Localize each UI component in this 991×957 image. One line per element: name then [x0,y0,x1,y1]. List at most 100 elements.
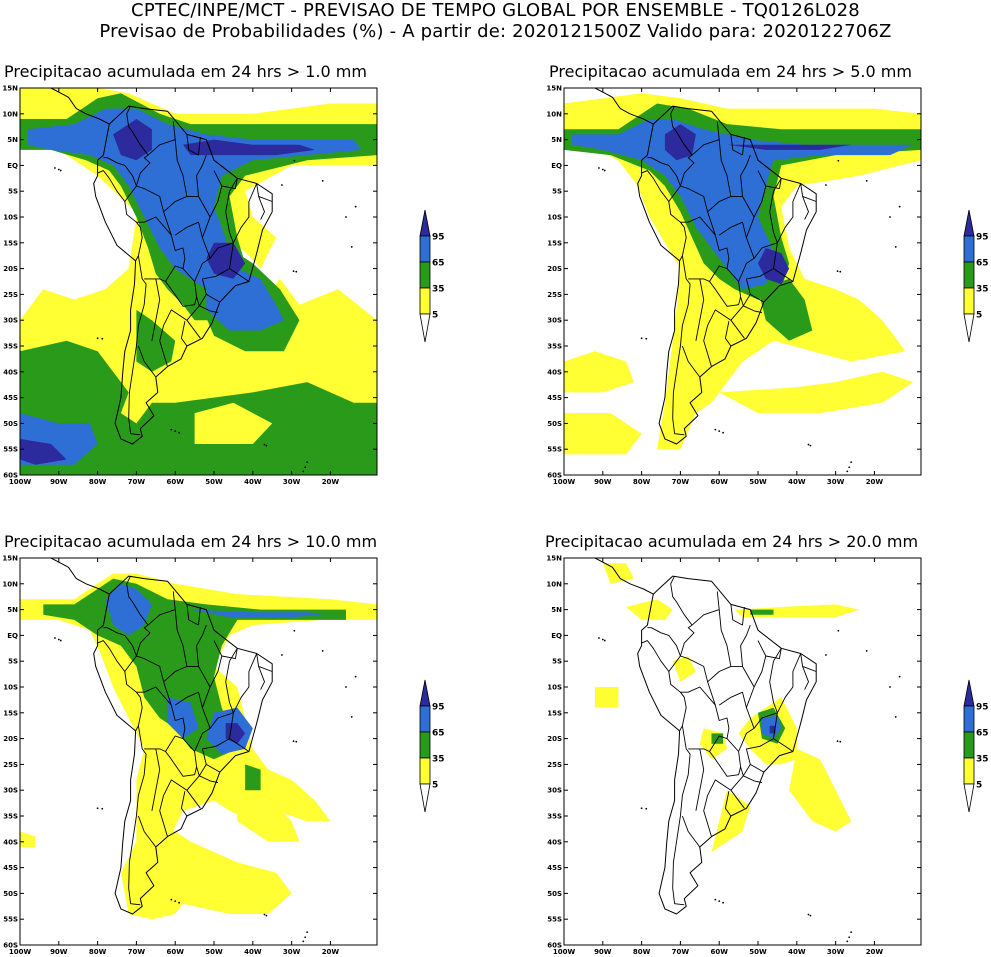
country-border [174,139,188,197]
lon-tick-label: 20W [322,478,340,486]
island [302,470,305,473]
island [837,159,840,162]
island [101,807,104,810]
country-border [745,738,774,773]
prob-region-c5 [789,748,852,832]
country-border [232,653,258,714]
country-border [163,665,211,706]
island [345,686,347,688]
prob-region-c5 [602,563,634,584]
coastline [637,575,817,915]
country-border [172,121,176,140]
lat-tick-label: 55S [3,446,18,454]
lat-tick-label: 35S [3,343,18,351]
island [598,167,600,169]
lat-tick-label: 5N [551,136,562,144]
island [836,740,839,743]
colorbar-label: 95 [976,703,989,713]
colorbar-segment [419,757,431,785]
country-border [641,640,670,672]
country-border [180,321,188,347]
prob-region-c35 [136,309,176,372]
coastline [50,88,110,125]
country-border [680,185,709,212]
island [293,159,296,162]
island [836,270,839,273]
panel-title-p2: Precipitacao acumulada em 24 hrs > 5.0 m… [549,62,912,81]
colorbar-label: 95 [976,233,989,243]
country-border [225,178,238,243]
lat-tick-label: 50S [547,420,562,428]
island [839,740,842,743]
country-border [165,751,198,777]
lat-tick-label: 10S [547,684,562,692]
panel-title-p3: Precipitacao acumulada em 24 hrs > 10.0 … [4,532,378,551]
lat-tick-label: EQ [7,162,18,170]
lat-tick-label: 30S [547,317,562,325]
lon-tick-label: 20W [866,948,884,956]
lon-tick-label: 30W [283,478,301,486]
country-border [724,321,732,347]
country-border [740,624,751,667]
island [714,898,717,901]
island [718,900,721,903]
country-border [136,185,165,212]
lat-tick-label: 45S [547,394,562,402]
lat-tick-label: 50S [3,420,18,428]
prob-region-c5 [194,402,273,444]
lat-tick-label: 15S [3,709,18,717]
colorbar-label: 35 [976,285,989,295]
country-border [201,170,223,259]
island [321,179,324,182]
island [825,654,827,656]
country-border [776,653,802,714]
island [304,466,307,469]
country-border [172,591,176,610]
island [825,184,827,186]
island [640,337,643,340]
country-border [773,242,794,282]
country-border [196,154,207,197]
lon-tick-label: 20W [866,478,884,486]
lat-tick-label: 60S [547,942,562,950]
lat-tick-label: 20S [3,735,18,743]
colorbar-cap-bottom [419,783,431,813]
lon-tick-label: 70W [672,948,690,956]
lat-tick-label: 40S [547,838,562,846]
prob-region-c5 [564,413,642,455]
lat-tick-label: 5S [8,658,18,666]
lat-tick-label: 45S [547,864,562,872]
island [292,270,295,273]
island [293,629,296,632]
country-border [163,195,211,236]
island [894,246,897,248]
lat-tick-label: 45S [3,864,18,872]
lon-tick-label: 50W [749,948,767,956]
lat-tick-label: 20S [3,265,18,273]
country-border [745,268,774,303]
country-border [201,640,223,729]
country-border [258,666,265,690]
lat-tick-label: 25S [547,291,562,299]
island [321,649,324,652]
colorbar-segment [419,261,431,289]
island [894,716,897,718]
lat-tick-label: 10N [2,110,18,118]
country-border [709,281,742,307]
country-border [221,178,238,190]
prob-region-c5 [20,831,36,847]
country-border [229,242,250,282]
lat-tick-label: 50S [3,890,18,898]
country-border [680,691,687,726]
colorbar-segment [419,235,431,263]
panel-title-p4: Precipitacao acumulada em 24 hrs > 20.0 … [545,532,919,551]
island [645,807,648,810]
colorbar-cap-bottom [963,783,975,813]
lon-tick-label: 20W [322,948,340,956]
island [178,901,180,904]
colorbar-label: 65 [432,259,445,269]
prob-region-c5 [626,599,673,620]
lat-tick-label: 10N [546,580,562,588]
prob-region-c35 [20,340,377,475]
country-border [198,764,218,783]
